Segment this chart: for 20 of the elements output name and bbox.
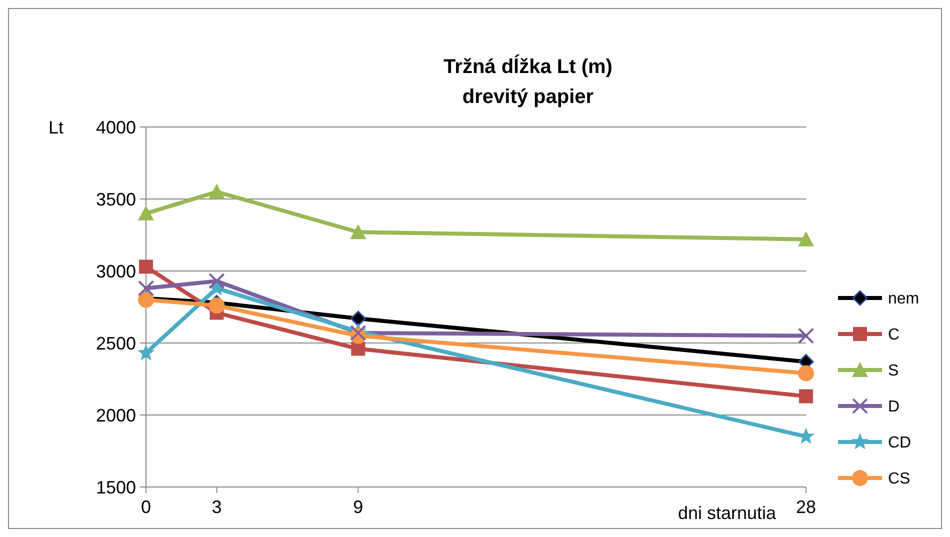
y-tick-label: 2000 xyxy=(96,405,136,426)
legend-label: CS xyxy=(888,470,910,488)
x-tick-label: 9 xyxy=(353,497,364,517)
y-tick-label: 2500 xyxy=(96,333,136,354)
y-tick-label: 4000 xyxy=(96,117,136,138)
legend-label: CD xyxy=(888,434,912,452)
y-axis-title: Lt xyxy=(48,117,64,138)
x-tick-label: 28 xyxy=(796,497,816,517)
x-tick-label: 0 xyxy=(140,497,152,517)
chart-subtitle: drevitý papier xyxy=(462,86,594,108)
legend-label: S xyxy=(888,362,899,380)
y-tick-label: 1500 xyxy=(96,477,136,498)
y-tick-label: 3000 xyxy=(96,261,136,282)
legend-label: C xyxy=(888,326,900,344)
legend-label: D xyxy=(888,398,900,416)
x-tick-label: 3 xyxy=(212,497,222,517)
y-tick-label: 3500 xyxy=(96,189,136,210)
legend-label: nem xyxy=(888,290,920,308)
chart-title: Tržná dĺžka Lt (m) xyxy=(444,54,612,78)
x-axis-title: dni starnutia xyxy=(678,503,777,523)
